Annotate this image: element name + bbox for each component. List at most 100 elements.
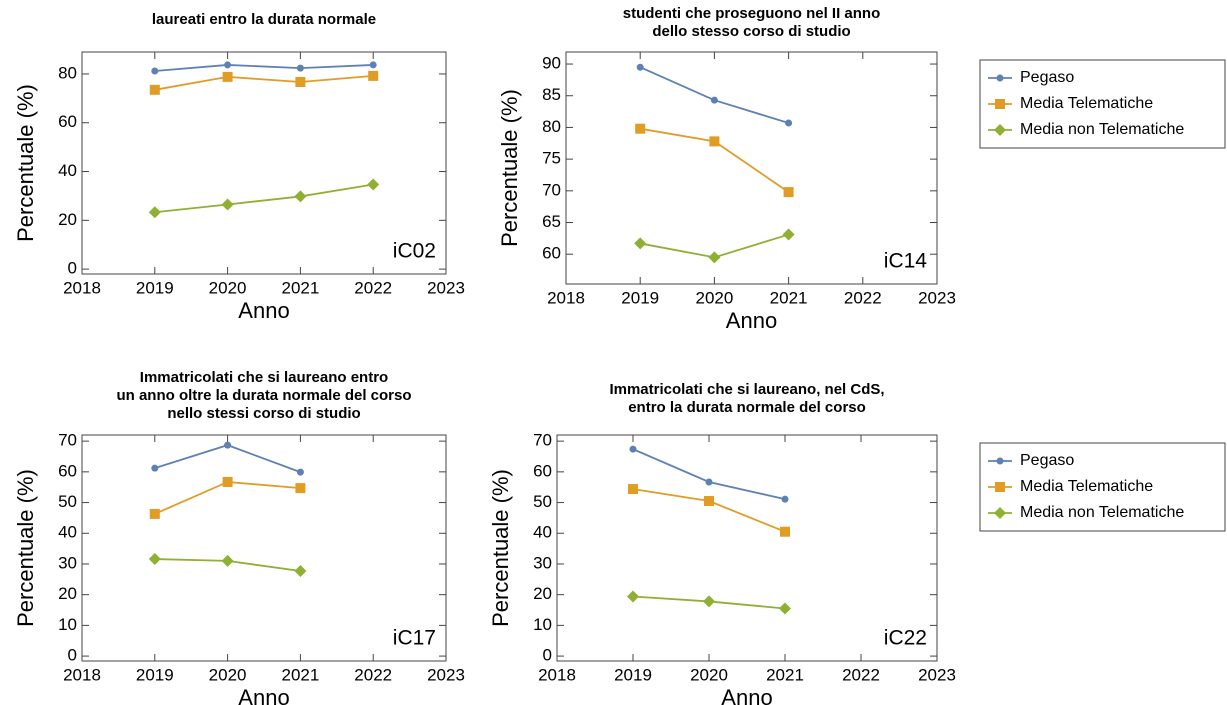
- marker: [629, 445, 637, 453]
- chart-title: Immatricolati che si laureano entro: [140, 369, 388, 386]
- marker: [710, 96, 718, 104]
- marker: [148, 206, 161, 219]
- marker: [296, 64, 304, 72]
- legend-marker: [996, 74, 1004, 82]
- annotation: iC22: [884, 627, 927, 650]
- legend-label: Media non Telematiche: [1020, 504, 1184, 521]
- x-tick-label: 2020: [209, 278, 247, 297]
- x-tick-label: 2019: [136, 665, 174, 684]
- x-tick-label: 2021: [770, 288, 808, 307]
- x-axis-label: Anno: [721, 685, 772, 705]
- y-tick-label: 0: [543, 646, 552, 665]
- marker: [703, 595, 715, 608]
- marker: [149, 508, 160, 519]
- x-tick-label: 2019: [136, 278, 174, 297]
- marker: [296, 468, 304, 476]
- marker: [635, 123, 646, 134]
- x-tick-label: 2023: [918, 665, 956, 684]
- plot-frame: [81, 51, 447, 275]
- x-tick-label: 2021: [766, 665, 804, 684]
- chart-title: un anno oltre la durata normale del cors…: [116, 387, 411, 404]
- chart-title: Immatricolati che si laureano, nel CdS,: [609, 381, 884, 398]
- x-tick-label: 2019: [614, 665, 652, 684]
- series-line: [154, 75, 374, 91]
- y-axis-label: Percentuale (%): [488, 469, 513, 627]
- y-tick-label: 80: [58, 63, 77, 82]
- marker: [783, 187, 794, 198]
- annotation: iC14: [884, 250, 928, 273]
- marker: [221, 554, 234, 567]
- x-tick-label: 2019: [621, 288, 659, 307]
- legend-box: [979, 59, 1226, 149]
- legend-box: [979, 442, 1226, 532]
- y-tick-label: 60: [533, 461, 552, 480]
- series-line: [154, 444, 301, 473]
- chart: laureati entro la durata normale 0 20 40 60 8…: [13, 11, 465, 323]
- y-tick-label: 75: [542, 149, 561, 168]
- chart-title: entro la durata normale del corso: [628, 399, 866, 416]
- marker: [151, 464, 159, 472]
- marker: [224, 441, 232, 449]
- legend-label: Media Telematiche: [1020, 95, 1153, 112]
- y-tick-label: 50: [58, 492, 77, 511]
- series-line: [154, 183, 374, 214]
- marker: [221, 198, 234, 211]
- legend-marker: [995, 99, 1005, 109]
- y-tick-label: 50: [533, 492, 552, 511]
- legend-marker: [996, 457, 1004, 465]
- x-tick-label: 2023: [427, 665, 465, 684]
- annotation: iC02: [393, 240, 436, 263]
- y-tick-label: 20: [533, 584, 552, 603]
- y-tick-label: 60: [542, 244, 561, 263]
- marker: [294, 190, 307, 203]
- x-tick-label: 2022: [354, 278, 392, 297]
- marker: [295, 483, 306, 494]
- y-tick-label: 65: [542, 212, 561, 231]
- y-tick-label: 40: [58, 161, 77, 180]
- legend-label: Pegaso: [1020, 69, 1074, 86]
- marker: [782, 228, 795, 241]
- y-tick-label: 10: [533, 615, 552, 634]
- x-tick-label: 2022: [354, 665, 392, 684]
- y-axis-label: Percentuale (%): [13, 84, 38, 242]
- marker: [368, 70, 379, 81]
- y-tick-label: 20: [58, 584, 77, 603]
- marker: [708, 251, 721, 264]
- x-axis-label: Anno: [238, 685, 289, 705]
- chart-title: dello stesso corso di studio: [652, 23, 850, 40]
- x-tick-label: 2018: [538, 665, 576, 684]
- series-line: [639, 66, 789, 124]
- y-tick-label: 40: [58, 523, 77, 542]
- marker: [709, 136, 720, 147]
- y-tick-label: 0: [68, 259, 77, 278]
- y-tick-label: 90: [542, 54, 561, 73]
- series-line: [154, 64, 374, 72]
- marker: [628, 484, 638, 495]
- y-tick-label: 0: [68, 646, 77, 665]
- y-tick-label: 70: [533, 431, 552, 450]
- y-tick-label: 30: [533, 553, 552, 572]
- plot-frame: [565, 51, 938, 285]
- marker: [222, 71, 233, 82]
- marker: [149, 84, 160, 95]
- marker: [704, 496, 714, 507]
- marker: [636, 63, 644, 71]
- marker: [779, 602, 791, 615]
- chart-title: nello stessi corso di studio: [167, 405, 360, 422]
- marker: [222, 476, 233, 487]
- x-axis-label: Anno: [726, 308, 777, 333]
- y-tick-label: 30: [58, 553, 77, 572]
- x-tick-label: 2018: [63, 665, 101, 684]
- marker: [627, 590, 639, 603]
- x-tick-label: 2018: [547, 288, 585, 307]
- x-tick-label: 2018: [63, 278, 101, 297]
- x-tick-label: 2020: [695, 288, 733, 307]
- legend-label: Pegaso: [1020, 452, 1074, 469]
- y-tick-label: 70: [58, 431, 77, 450]
- annotation: iC17: [393, 627, 436, 650]
- marker: [781, 495, 789, 503]
- marker: [369, 61, 377, 69]
- legend-marker: [994, 507, 1006, 519]
